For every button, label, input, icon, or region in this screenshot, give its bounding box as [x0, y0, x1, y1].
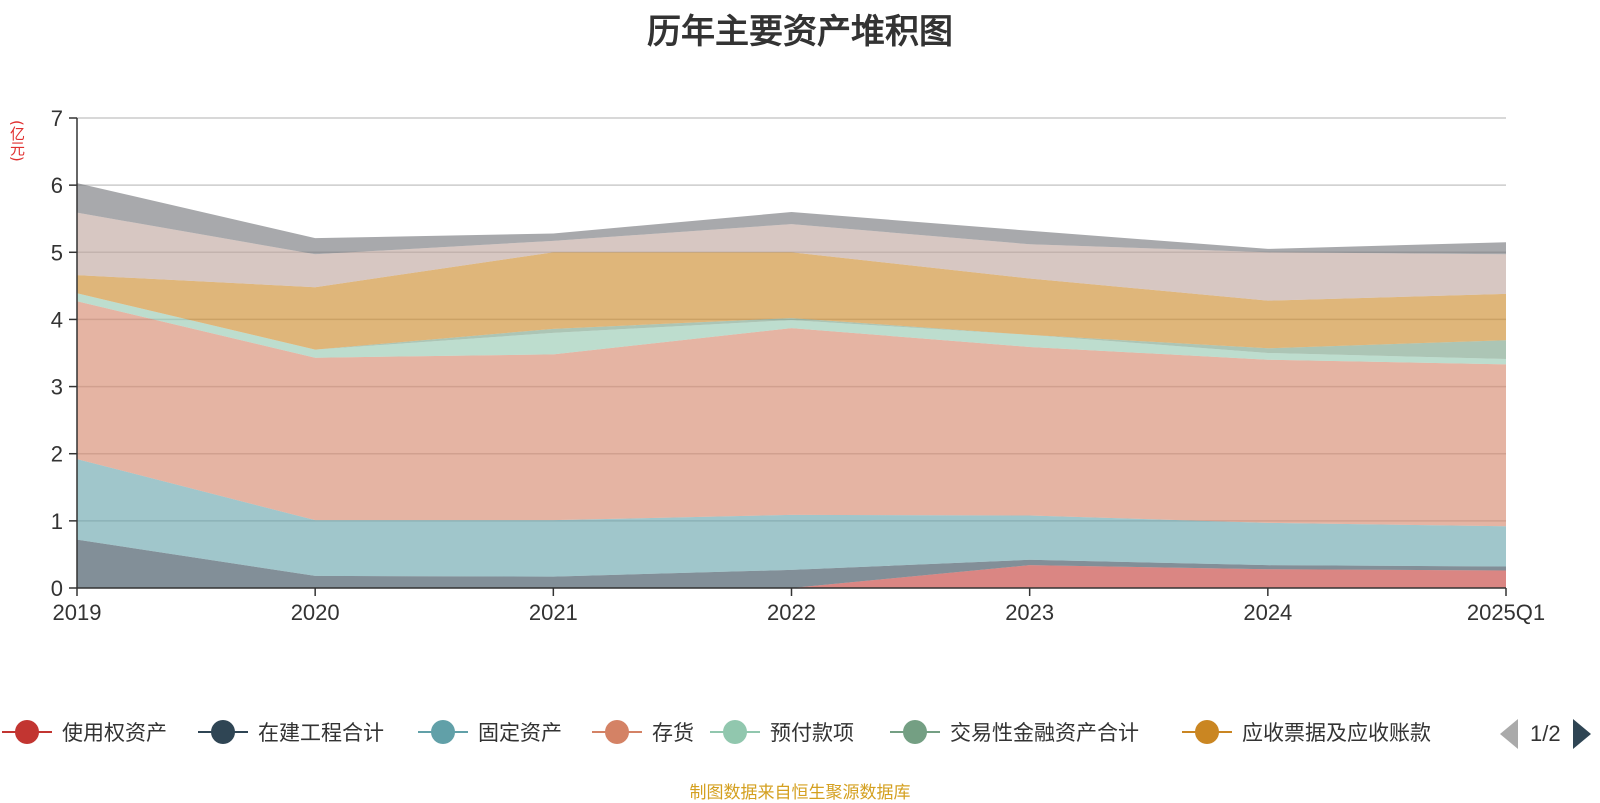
area-series-4	[77, 301, 1506, 527]
area-series-6	[77, 293, 1506, 360]
legend-item[interactable]: 交易性金融资产合计	[890, 714, 1139, 750]
legend-next-page-icon[interactable]	[1572, 719, 1591, 749]
legend-marker-icon	[592, 720, 642, 744]
legend-marker-icon	[1182, 720, 1232, 744]
y-tick-label: 7	[51, 106, 63, 131]
x-tick-label: 2020	[291, 600, 340, 625]
legend-marker-icon	[890, 720, 940, 744]
legend-label: 预付款项	[770, 721, 854, 745]
y-tick-label: 4	[51, 307, 63, 332]
source-note: 制图数据来自恒生聚源数据库	[689, 783, 911, 803]
legend-item[interactable]: 固定资产	[418, 714, 562, 750]
legend-pager: 1/2	[1500, 716, 1591, 752]
x-tick-label: 2021	[529, 600, 578, 625]
area-series-3	[77, 459, 1506, 577]
legend-item[interactable]: 在建工程合计	[198, 714, 384, 750]
y-tick-label: 2	[51, 442, 63, 467]
legend-marker-icon	[418, 720, 468, 744]
legend-label: 存货	[652, 721, 694, 745]
y-tick-label: 5	[51, 240, 63, 265]
area-series-5	[77, 293, 1506, 365]
y-axis-unit-label: (亿元)	[8, 120, 26, 162]
legend-label: 固定资产	[478, 721, 562, 745]
area-series-9	[77, 183, 1506, 255]
legend-marker-icon	[2, 720, 52, 744]
y-tick-label: 6	[51, 173, 63, 198]
y-tick-label: 0	[51, 576, 63, 601]
area-series-7	[77, 252, 1506, 350]
x-tick-label: 2025Q1	[1467, 600, 1545, 625]
legend-label: 在建工程合计	[258, 721, 384, 745]
legend-item[interactable]: 存货	[592, 714, 694, 750]
axis-layer: 0 1 2 3 4 5 6 7 2019 2020 2021 2022 2023 2024 2025Q1	[51, 106, 1545, 625]
y-tick-label: 1	[51, 509, 63, 534]
legend-marker-icon	[710, 720, 760, 744]
chart-title: 历年主要资产堆积图	[647, 12, 953, 52]
legend-label: 应收票据及应收账款	[1242, 721, 1431, 745]
legend-page-indicator: 1/2	[1530, 721, 1561, 746]
area-series-8	[77, 212, 1506, 301]
legend-item[interactable]: 预付款项	[710, 714, 854, 750]
legend-label: 交易性金融资产合计	[950, 721, 1139, 745]
legend-item[interactable]: 应收票据及应收账款	[1182, 714, 1431, 750]
x-tick-label: 2024	[1243, 600, 1292, 625]
legend-label: 使用权资产	[62, 721, 167, 745]
x-tick-label: 2022	[767, 600, 816, 625]
legend-prev-page-icon[interactable]	[1500, 719, 1518, 749]
legend-marker-icon	[198, 720, 248, 744]
legend-item[interactable]: 使用权资产	[2, 714, 167, 750]
x-tick-label: 2023	[1005, 600, 1054, 625]
y-tick-label: 3	[51, 375, 63, 400]
stacked-area-chart: 0 1 2 3 4 5 6 7 2019 2020 2021 2022 2023 2024 2025Q1	[51, 106, 1545, 625]
area-series-1	[77, 565, 1506, 588]
x-tick-label: 2019	[53, 600, 102, 625]
area-series-2	[77, 539, 1506, 588]
legend: 使用权资产 在建工程合计 固定资产 存货 预付款项 交易性金融资产合计 应收票据及应收账款 …	[0, 714, 1600, 754]
area-layer	[77, 183, 1506, 588]
